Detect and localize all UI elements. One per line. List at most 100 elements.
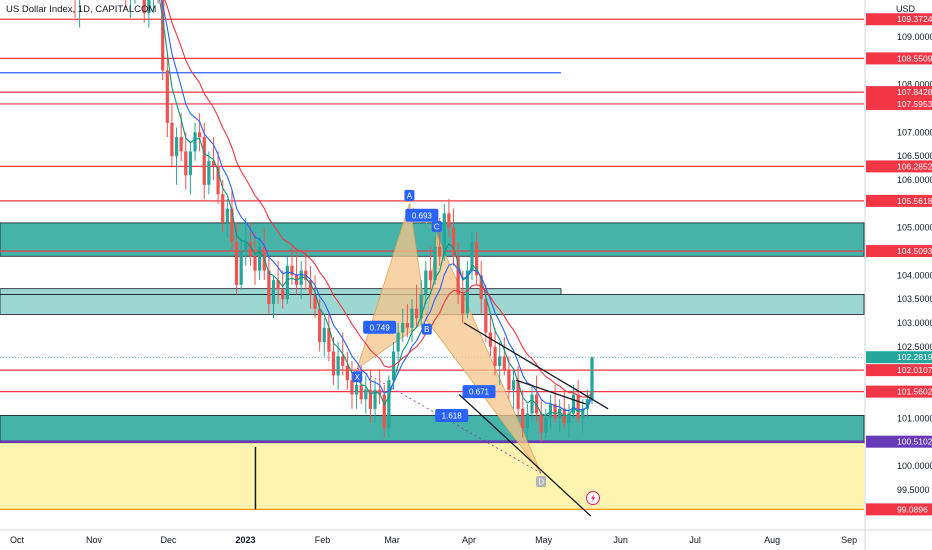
candles-layer: [74, 0, 594, 443]
candle: [511, 380, 516, 390]
price-axis[interactable]: 109.0000 108.0000 107.0000 106.5000 106.0000…: [897, 32, 932, 495]
candle: [465, 270, 469, 314]
candle: [276, 280, 280, 290]
pattern-ratio-label: 1.618: [442, 411, 463, 420]
pattern-ratio-box: [363, 320, 397, 334]
x-tick-label: Nov: [86, 535, 103, 545]
pattern-point-label: B: [424, 325, 429, 334]
pattern-point-c: [431, 220, 442, 232]
candle: [281, 289, 285, 300]
candle: [521, 408, 525, 428]
horizontal-lines-layer: [0, 18, 864, 510]
y-tick-label: 101.0000: [897, 413, 932, 423]
price-tag: [866, 13, 932, 26]
candle: [267, 270, 271, 304]
x-tick-label: Jul: [689, 535, 701, 545]
price-tag-label: 108.5509: [897, 53, 932, 63]
price-tag: [866, 245, 932, 258]
trendline-1: [516, 379, 587, 405]
candle: [170, 122, 174, 157]
price-tag-label: 109.3724: [897, 14, 932, 24]
candle: [336, 356, 340, 376]
candle: [216, 165, 220, 195]
price-tag: [866, 385, 932, 398]
candle: [525, 413, 529, 428]
candle: [161, 0, 165, 71]
candle: [341, 356, 345, 366]
candle: [488, 332, 493, 347]
y-tick-label: 105.0000: [897, 223, 932, 233]
price-tag: [866, 160, 932, 173]
candle: [239, 251, 243, 285]
candle: [451, 227, 456, 257]
pattern-point-label: C: [434, 222, 440, 231]
x-tick-label: Feb: [315, 535, 331, 545]
x-tick-label: Aug: [764, 535, 780, 545]
y-tick-label: 106.5000: [897, 151, 932, 161]
candle: [378, 389, 382, 395]
zone-1: [0, 288, 562, 295]
lightning-icon[interactable]: [586, 491, 600, 505]
candle: [234, 241, 239, 285]
candle: [447, 213, 451, 228]
candle: [271, 280, 276, 304]
candle: [142, 0, 146, 14]
x-tick-label: Apr: [462, 535, 476, 545]
price-tag-label: 102.2819: [897, 352, 932, 362]
pattern-point-label: D: [538, 478, 544, 487]
price-tag-label: 102.0107: [897, 365, 932, 375]
price-tag-label: 107.8428: [897, 87, 932, 97]
candle: [382, 394, 386, 428]
price-tag: [866, 351, 932, 364]
candle: [179, 137, 183, 152]
pattern-point-label: A: [407, 191, 413, 200]
pattern-ratio-box: [462, 385, 496, 399]
candle: [202, 137, 206, 185]
pattern-point-d: [536, 476, 547, 488]
ma-teal-line: [158, 0, 593, 417]
candle: [456, 256, 460, 295]
candle: [590, 357, 594, 400]
candle: [442, 213, 446, 257]
candle: [558, 408, 562, 419]
time-axis[interactable]: Oct Nov Dec 2023 Feb Mar Apr May Jun Jul Aug Sep: [10, 535, 857, 545]
candle: [345, 365, 349, 381]
candle: [258, 246, 262, 271]
candle: [387, 380, 391, 428]
trendline-0: [463, 322, 609, 410]
zone-4: [0, 443, 864, 510]
candle: [405, 323, 409, 328]
candle: [470, 241, 474, 271]
trendline-2: [458, 394, 592, 517]
candle: [474, 241, 479, 276]
candle: [147, 0, 151, 14]
pattern-point-a: [404, 189, 415, 201]
trendlines-layer: [458, 322, 609, 517]
pattern-ratio-box: [405, 208, 439, 222]
price-tag: [866, 86, 932, 99]
candle: [313, 294, 317, 309]
price-tag-label: 101.5602: [897, 387, 932, 397]
candle: [322, 327, 326, 343]
pattern-ratio-label: 0.749: [370, 323, 391, 332]
candle: [188, 151, 193, 176]
price-tag: [866, 435, 932, 448]
pattern-ratio-box: [435, 408, 469, 422]
candle: [410, 308, 414, 328]
x-tick-label: Mar: [384, 535, 400, 545]
candle: [368, 389, 373, 409]
candle: [221, 194, 225, 223]
pattern-point-x: [352, 371, 363, 383]
candle: [576, 394, 580, 419]
x-tick-label: Sep: [841, 535, 857, 545]
candle: [585, 399, 589, 409]
candle: [571, 394, 576, 414]
pattern-point-label: X: [355, 373, 361, 382]
candle: [308, 280, 313, 295]
candle: [225, 208, 229, 223]
candle: [248, 241, 253, 257]
moving-averages-layer: [158, 0, 593, 417]
chart-title: US Dollar Index, 1D, CAPITALCOM: [6, 4, 156, 15]
candle: [359, 384, 363, 400]
